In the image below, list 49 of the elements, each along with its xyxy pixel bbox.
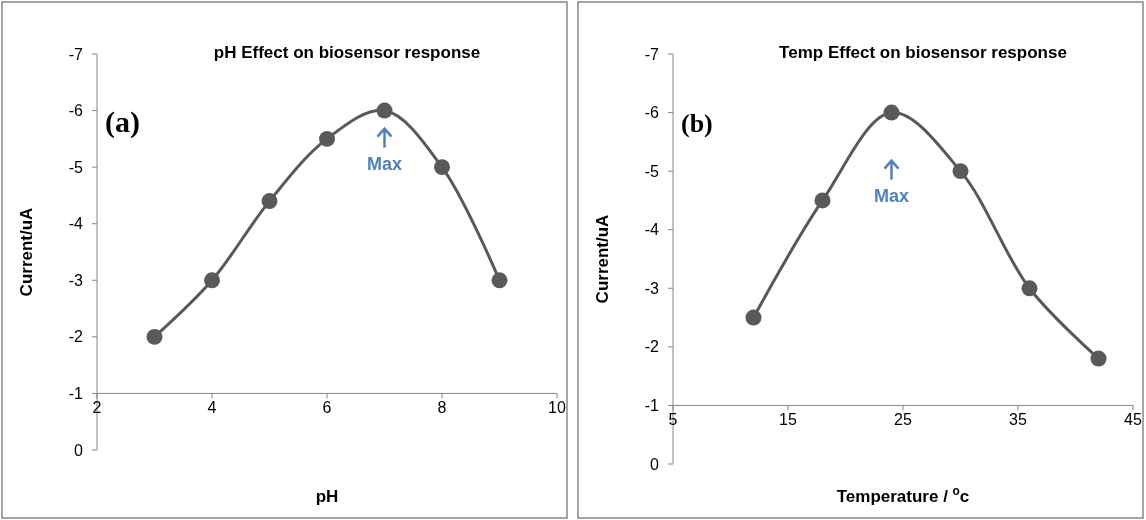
x-tick-label: 6 xyxy=(322,399,332,417)
y-tick-label: -3 xyxy=(644,279,660,297)
y-tick-label: -1 xyxy=(644,397,660,415)
annotation: Max xyxy=(873,185,910,206)
annotation: (b) xyxy=(681,109,713,138)
annotation: (a) xyxy=(105,105,140,139)
x-tick-label: 35 xyxy=(1009,411,1027,429)
y-tick-label: -5 xyxy=(68,158,84,176)
point xyxy=(319,130,335,147)
chart-title: pH Effect on biosensor response xyxy=(213,43,481,62)
chart-title: Temp Effect on biosensor response xyxy=(779,43,1067,62)
y-tick-label: 0 xyxy=(74,441,84,459)
x-tick-label: 8 xyxy=(437,399,447,417)
y-tick-label: -2 xyxy=(644,338,660,356)
x-axis-title: Temperature / $^{o}$c xyxy=(836,484,970,506)
x-tick-label: 5 xyxy=(668,411,678,429)
y-tick-label: 0 xyxy=(650,455,660,473)
y-tick-label: -5 xyxy=(644,162,660,180)
y-axis-title: Current/uA xyxy=(17,207,36,297)
point xyxy=(146,328,163,345)
x-tick-label: 10 xyxy=(548,399,566,417)
y-tick-label: -6 xyxy=(68,102,84,120)
y-tick-label: -4 xyxy=(644,221,660,239)
point xyxy=(261,193,278,210)
x-tick-label: 45 xyxy=(1124,411,1142,429)
x-tick-label: 4 xyxy=(207,399,217,417)
point xyxy=(1090,350,1107,367)
y-tick-label: -1 xyxy=(68,385,84,403)
y-tick-label: -7 xyxy=(644,45,660,63)
x-tick-label: 15 xyxy=(779,411,797,429)
y-axis-title: Current/uA xyxy=(593,214,612,304)
point xyxy=(952,163,969,180)
y-tick-label: -3 xyxy=(68,271,84,289)
y-tick-label: -7 xyxy=(68,45,84,63)
point xyxy=(814,192,831,209)
x-tick-label: 2 xyxy=(92,399,102,417)
y-tick-label: -2 xyxy=(68,328,84,346)
x-axis-title: pH xyxy=(315,487,339,506)
annotation: Max xyxy=(366,153,403,174)
point xyxy=(883,104,900,121)
point xyxy=(376,102,393,119)
x-tick-label: 25 xyxy=(894,411,912,429)
point xyxy=(491,272,508,289)
y-tick-label: -4 xyxy=(68,215,84,233)
point xyxy=(745,309,762,326)
y-tick-label: -6 xyxy=(644,104,660,122)
point xyxy=(1021,280,1038,297)
point xyxy=(434,159,450,176)
point xyxy=(204,272,220,289)
